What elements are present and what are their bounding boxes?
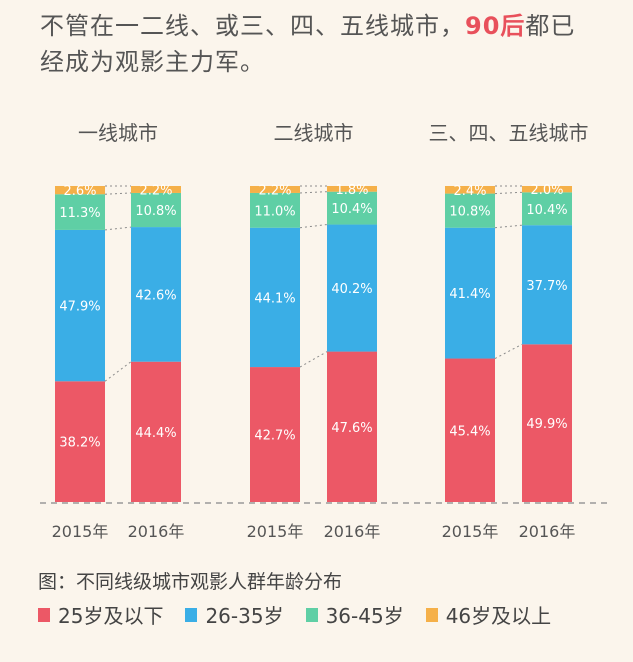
data-label-over46: 1.8% (335, 183, 368, 198)
bar-segment-under25 (250, 367, 300, 502)
bar-segment-under25 (131, 361, 181, 502)
legend-label-under25: 25岁及以下 (58, 604, 164, 628)
bar-segment-over46 (55, 186, 105, 195)
group-title: 二线城市 (274, 121, 354, 145)
bar-segment-36-45 (131, 192, 181, 228)
headline-highlight: 90后 (465, 12, 526, 40)
connector-line (494, 343, 523, 359)
data-label-under25: 42.7% (254, 429, 295, 444)
bar-segment-under25 (445, 358, 495, 502)
data-label-36-45: 10.8% (449, 205, 490, 220)
legend-swatch-26-35 (185, 607, 198, 622)
group-title: 一线城市 (78, 121, 158, 145)
x-tick-label: 2015年 (52, 522, 109, 541)
x-tick-label: 2015年 (247, 522, 304, 541)
data-label-under25: 44.4% (135, 426, 176, 441)
connector-line (104, 226, 132, 231)
bar-segment-26-35 (327, 224, 377, 352)
data-label-26-35: 42.6% (135, 288, 176, 303)
legend-item-26-35: 26-35岁 (185, 600, 284, 629)
data-label-under25: 49.9% (526, 417, 567, 432)
legend-swatch-under25 (38, 607, 50, 622)
bar-segment-26-35 (250, 227, 300, 368)
legend-item-over46: 46岁及以上 (425, 600, 552, 629)
data-label-under25: 38.2% (59, 436, 100, 451)
data-label-under25: 47.6% (331, 421, 372, 436)
headline-text-1: 不管在一二线、或三、四、五线城市， (40, 12, 465, 40)
data-label-26-35: 37.7% (526, 279, 567, 294)
bar-segment-36-45 (327, 191, 377, 225)
bar-segment-36-45 (445, 193, 495, 228)
connector-line (104, 361, 132, 382)
legend-item-36-45: 36-45岁 (305, 600, 404, 629)
legend-label-36-45: 36-45岁 (325, 604, 404, 628)
bar-segment-26-35 (55, 229, 105, 382)
bar-segment-over46 (327, 186, 377, 192)
x-tick-label: 2016年 (324, 522, 381, 541)
legend-label-26-35: 26-35岁 (205, 604, 284, 628)
bar-segment-26-35 (522, 225, 572, 345)
legend-swatch-36-45 (305, 607, 318, 622)
x-tick-label: 2015年 (442, 522, 499, 541)
bar-segment-36-45 (250, 192, 300, 228)
data-label-36-45: 10.4% (331, 202, 372, 217)
legend-swatch-over46 (425, 607, 438, 622)
data-label-36-45: 11.0% (254, 204, 295, 219)
data-label-26-35: 41.4% (449, 287, 490, 302)
connector-line (494, 191, 523, 195)
data-label-36-45: 10.4% (526, 203, 567, 218)
bar-segment-36-45 (522, 192, 572, 226)
data-label-over46: 2.2% (139, 183, 172, 198)
data-label-over46: 2.0% (530, 183, 563, 198)
x-tick-label: 2016年 (128, 522, 185, 541)
connector-line (494, 224, 523, 229)
bar-segment-over46 (250, 186, 300, 193)
bar-segment-36-45 (55, 194, 105, 230)
data-label-over46: 2.4% (453, 184, 486, 199)
headline: 不管在一二线、或三、四、五线城市，90后都已经成为观影主力军。 (40, 8, 600, 80)
legend-item-under25: 25岁及以下 (38, 600, 163, 629)
bar-segment-over46 (445, 186, 495, 194)
bar-segment-under25 (522, 344, 572, 502)
bar-segment-over46 (131, 186, 181, 193)
legend: 25岁及以下 26-35岁 36-45岁 46岁及以上 (38, 600, 618, 629)
chart-caption: 图：不同线级城市观影人群年龄分布 (38, 571, 343, 593)
headline-text-2: 都已经成为观影主力军。 (40, 12, 576, 76)
data-label-over46: 2.6% (63, 184, 96, 199)
bar-segment-26-35 (131, 227, 181, 362)
data-label-26-35: 40.2% (331, 282, 372, 297)
data-label-36-45: 10.8% (135, 204, 176, 219)
connector-line (104, 192, 132, 195)
bar-segment-26-35 (445, 227, 495, 359)
connector-line (299, 224, 328, 229)
data-label-under25: 45.4% (449, 424, 490, 439)
bar-segment-under25 (55, 381, 105, 502)
group-title: 三、四、五线城市 (429, 121, 589, 145)
connector-line (299, 191, 328, 194)
data-label-26-35: 47.9% (59, 300, 100, 315)
data-label-over46: 2.2% (258, 183, 291, 198)
bar-segment-over46 (522, 186, 572, 193)
x-tick-label: 2016年 (519, 522, 576, 541)
data-label-36-45: 11.3% (59, 206, 100, 221)
data-label-26-35: 44.1% (254, 291, 295, 306)
connector-line (299, 351, 328, 368)
bar-segment-under25 (327, 351, 377, 502)
legend-label-over46: 46岁及以上 (445, 604, 552, 628)
